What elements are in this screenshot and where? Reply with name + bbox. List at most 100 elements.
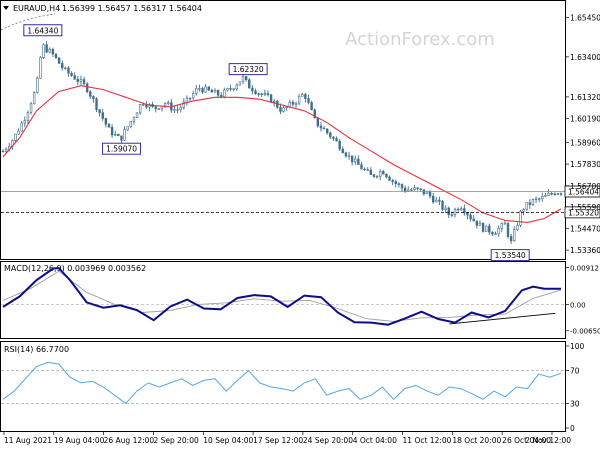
candle-body bbox=[51, 49, 55, 55]
candle-body bbox=[238, 81, 242, 86]
candle-body bbox=[388, 176, 391, 181]
x-tick-label: 17 Sep 12:00 bbox=[253, 436, 303, 445]
candle-body bbox=[85, 83, 89, 93]
rsi-title: RSI(14) 66.7700 bbox=[4, 345, 69, 354]
candle-body bbox=[357, 158, 360, 165]
candle-body bbox=[201, 88, 204, 93]
candle-body bbox=[363, 168, 366, 171]
candle-body bbox=[36, 77, 39, 93]
x-tick-label: 26 Oct 04:00 bbox=[502, 436, 551, 445]
candle-body bbox=[117, 133, 120, 137]
candle-body bbox=[14, 133, 17, 141]
candle-body bbox=[528, 202, 532, 206]
candle-body bbox=[310, 102, 313, 111]
candle-body bbox=[216, 90, 220, 96]
candle-body bbox=[534, 198, 538, 200]
candle-body bbox=[447, 207, 450, 215]
candle-body bbox=[45, 44, 48, 53]
price-tick-label: 1.54470 bbox=[570, 225, 600, 234]
candle-body bbox=[207, 86, 210, 91]
macd-tick-label: -0.006506 bbox=[570, 328, 600, 336]
x-tick-label: 4 Oct 04:00 bbox=[353, 436, 397, 445]
price-tick-label: 1.53360 bbox=[570, 246, 600, 255]
candle-body bbox=[204, 86, 207, 93]
candle-body bbox=[70, 72, 73, 76]
annotation-box bbox=[228, 63, 268, 76]
candle-body bbox=[241, 76, 245, 83]
candle-body bbox=[438, 199, 441, 202]
x-tick-label: 24 Sep 20:00 bbox=[303, 436, 353, 445]
candle-body bbox=[220, 94, 223, 98]
candle-body bbox=[394, 181, 397, 185]
candle-body bbox=[525, 202, 528, 210]
candle-body bbox=[120, 135, 123, 141]
candle-body bbox=[89, 91, 92, 97]
candle-body bbox=[547, 192, 550, 196]
ohlc-header: 1.56399 1.56457 1.56317 1.56404 bbox=[62, 4, 202, 13]
candle-body bbox=[407, 189, 410, 192]
x-tick-label: 11 Aug 2021 bbox=[4, 436, 52, 445]
candle-body bbox=[466, 212, 469, 216]
candle-body bbox=[435, 199, 438, 203]
candle-body bbox=[257, 93, 260, 95]
candle-body bbox=[378, 171, 382, 177]
candle-body bbox=[182, 101, 186, 108]
candle-body bbox=[191, 93, 195, 99]
candle-body bbox=[26, 112, 30, 121]
candle-body bbox=[537, 198, 541, 200]
moving-average-line bbox=[2, 85, 562, 223]
candle-body bbox=[57, 57, 61, 64]
candle-body bbox=[104, 118, 108, 125]
candle-body bbox=[304, 94, 307, 99]
chevron-down-icon[interactable] bbox=[3, 6, 9, 10]
candle-body bbox=[335, 138, 338, 142]
candle-body bbox=[223, 89, 226, 98]
candle-body bbox=[17, 130, 20, 135]
candle-body bbox=[369, 169, 373, 175]
candle-body bbox=[416, 187, 419, 190]
candle-body bbox=[157, 108, 161, 110]
candle-body bbox=[444, 207, 447, 210]
candle-body bbox=[123, 129, 126, 141]
candle-body bbox=[29, 103, 33, 113]
support-level-label-box bbox=[564, 206, 600, 219]
candle-body bbox=[453, 208, 457, 216]
candle-body bbox=[360, 164, 363, 170]
candle-body bbox=[42, 44, 45, 58]
candle-body bbox=[472, 218, 475, 222]
candle-body bbox=[285, 106, 288, 109]
candle-body bbox=[319, 125, 323, 129]
candle-body bbox=[95, 98, 98, 110]
candle-body bbox=[516, 225, 519, 230]
candle-body bbox=[79, 79, 83, 82]
rsi-line bbox=[2, 361, 562, 405]
macd-tick-label: 0.00912 bbox=[570, 265, 599, 273]
rsi-tick-label: 0 bbox=[570, 424, 575, 433]
price-tick-label: 1.60190 bbox=[570, 115, 600, 124]
annotation-box bbox=[490, 249, 530, 262]
candle-body bbox=[135, 112, 139, 119]
candle-body bbox=[419, 188, 422, 190]
annotation-label: 1.59070 bbox=[106, 145, 137, 154]
candle-body bbox=[188, 97, 192, 100]
candle-body bbox=[354, 158, 357, 163]
price-tick-label: 1.65450 bbox=[570, 13, 600, 22]
watermark: ActionForex.com bbox=[345, 29, 495, 50]
candle-body bbox=[39, 57, 42, 79]
candle-body bbox=[1, 150, 5, 153]
candle-body bbox=[288, 101, 291, 108]
candle-body bbox=[232, 88, 235, 90]
candle-body bbox=[67, 67, 70, 74]
candle-body bbox=[179, 106, 182, 110]
price-tick-label: 1.63400 bbox=[570, 53, 600, 62]
macd-line bbox=[2, 267, 561, 326]
candle-body bbox=[481, 222, 485, 232]
candle-body bbox=[307, 98, 310, 103]
candle-body bbox=[154, 106, 157, 109]
candle-body bbox=[301, 94, 304, 97]
annotation-label: 1.62320 bbox=[233, 65, 264, 74]
candle-body bbox=[32, 92, 36, 105]
rsi-panel-frame bbox=[0, 341, 566, 432]
candle-body bbox=[226, 88, 229, 91]
